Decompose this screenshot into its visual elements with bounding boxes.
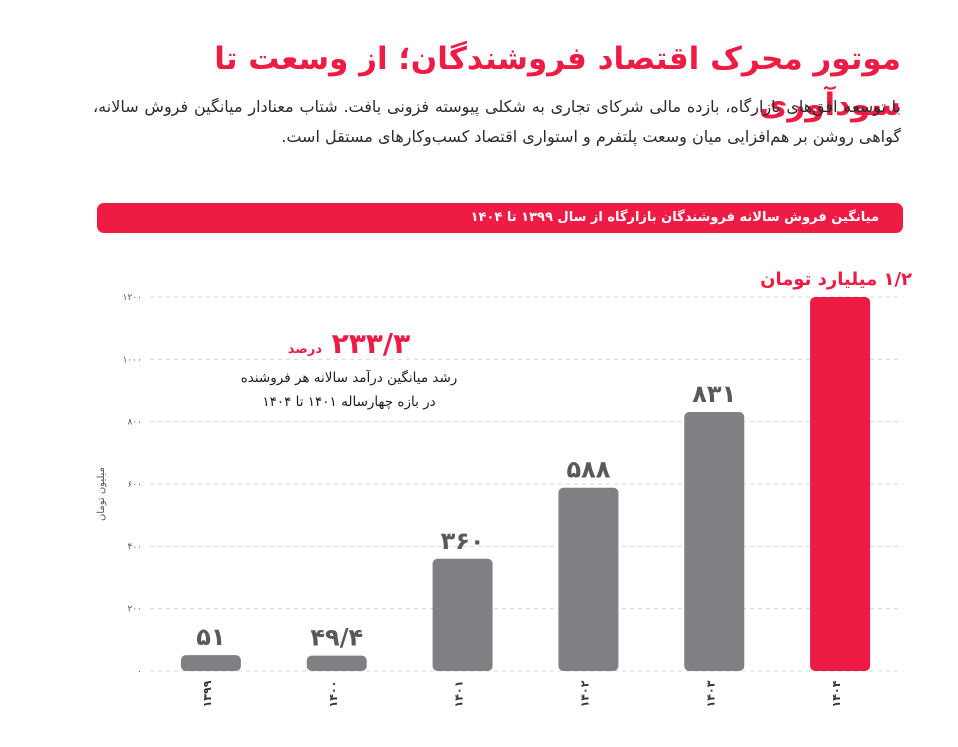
value-labels: ۵۱ ۴۹/۴ ۳۶۰ ۵۸۸ ۸۳۱ ۱/۲ میلیارد تومان — [196, 269, 912, 652]
value-label: ۳۶۰ — [441, 527, 485, 555]
y-tick-label: ۴۰۰ — [127, 542, 142, 552]
x-tick-label: ۱۴۰۳ — [704, 680, 717, 707]
x-tick-label: ۱۳۹۹ — [201, 680, 214, 707]
y-tick-label: ۸۰۰ — [127, 418, 142, 428]
page-title: موتور محرک اقتصاد فروشندگان؛ از وسعت تا … — [214, 41, 901, 123]
y-tick-label: ۰ — [137, 667, 142, 677]
y-axis-label: میلیون تومان — [96, 467, 107, 521]
value-label: ۸۳۱ — [692, 380, 736, 408]
growth-annotation: ۲۳۳/۳ درصد رشد میانگین درآمد سالانه هر ف… — [210, 328, 488, 414]
growth-headline: ۲۳۳/۳ درصد — [210, 328, 488, 366]
bar — [810, 297, 871, 671]
bar — [306, 655, 367, 671]
y-tick-label: ۱۰۰۰ — [123, 355, 142, 365]
bar — [558, 487, 619, 671]
y-tick-label: ۲۰۰ — [127, 605, 142, 615]
value-label: ۴۹/۴ — [310, 624, 363, 652]
bar — [180, 655, 241, 671]
chart-title-banner: میانگین فروش سالانه فروشندگان بازارگاه ا… — [97, 203, 903, 233]
growth-description: رشد میانگین درآمد سالانه هر فروشنده — [240, 370, 458, 386]
bars — [180, 297, 871, 671]
x-tick-label: ۱۴۰۱ — [453, 681, 466, 708]
growth-period: در بازه چهارساله ۱۴۰۱ تا ۱۴۰۴ — [262, 394, 436, 410]
x-tick-label: ۱۴۰۰ — [327, 681, 340, 708]
x-tick-label: ۱۴۰۴ — [830, 680, 843, 707]
y-tick-label: ۱۲۰۰ — [123, 293, 142, 303]
x-tick-label: ۱۴۰۲ — [578, 680, 591, 707]
y-tick-label: ۶۰۰ — [127, 480, 142, 490]
y-axis-ticks: ۰ ۲۰۰ ۴۰۰ ۶۰۰ ۸۰۰ ۱۰۰۰ ۱۲۰۰ — [123, 293, 142, 677]
x-axis-ticks: ۱۳۹۹ ۱۴۰۰ ۱۴۰۱ ۱۴۰۲ ۱۴۰۳ ۱۴۰۴ — [201, 680, 843, 707]
bar — [684, 412, 745, 671]
value-label: ۱/۲ میلیارد تومان — [760, 269, 912, 290]
value-label: ۵۱ — [196, 623, 225, 651]
growth-unit: درصد — [287, 342, 323, 357]
bar — [432, 558, 493, 671]
intro-paragraph: با توسعه افق‌های بازارگاه، بازده مالی شر… — [93, 97, 901, 146]
value-label: ۵۸۸ — [566, 456, 610, 484]
grid-lines — [150, 296, 903, 672]
growth-value: ۲۳۳/۳ — [331, 327, 411, 360]
